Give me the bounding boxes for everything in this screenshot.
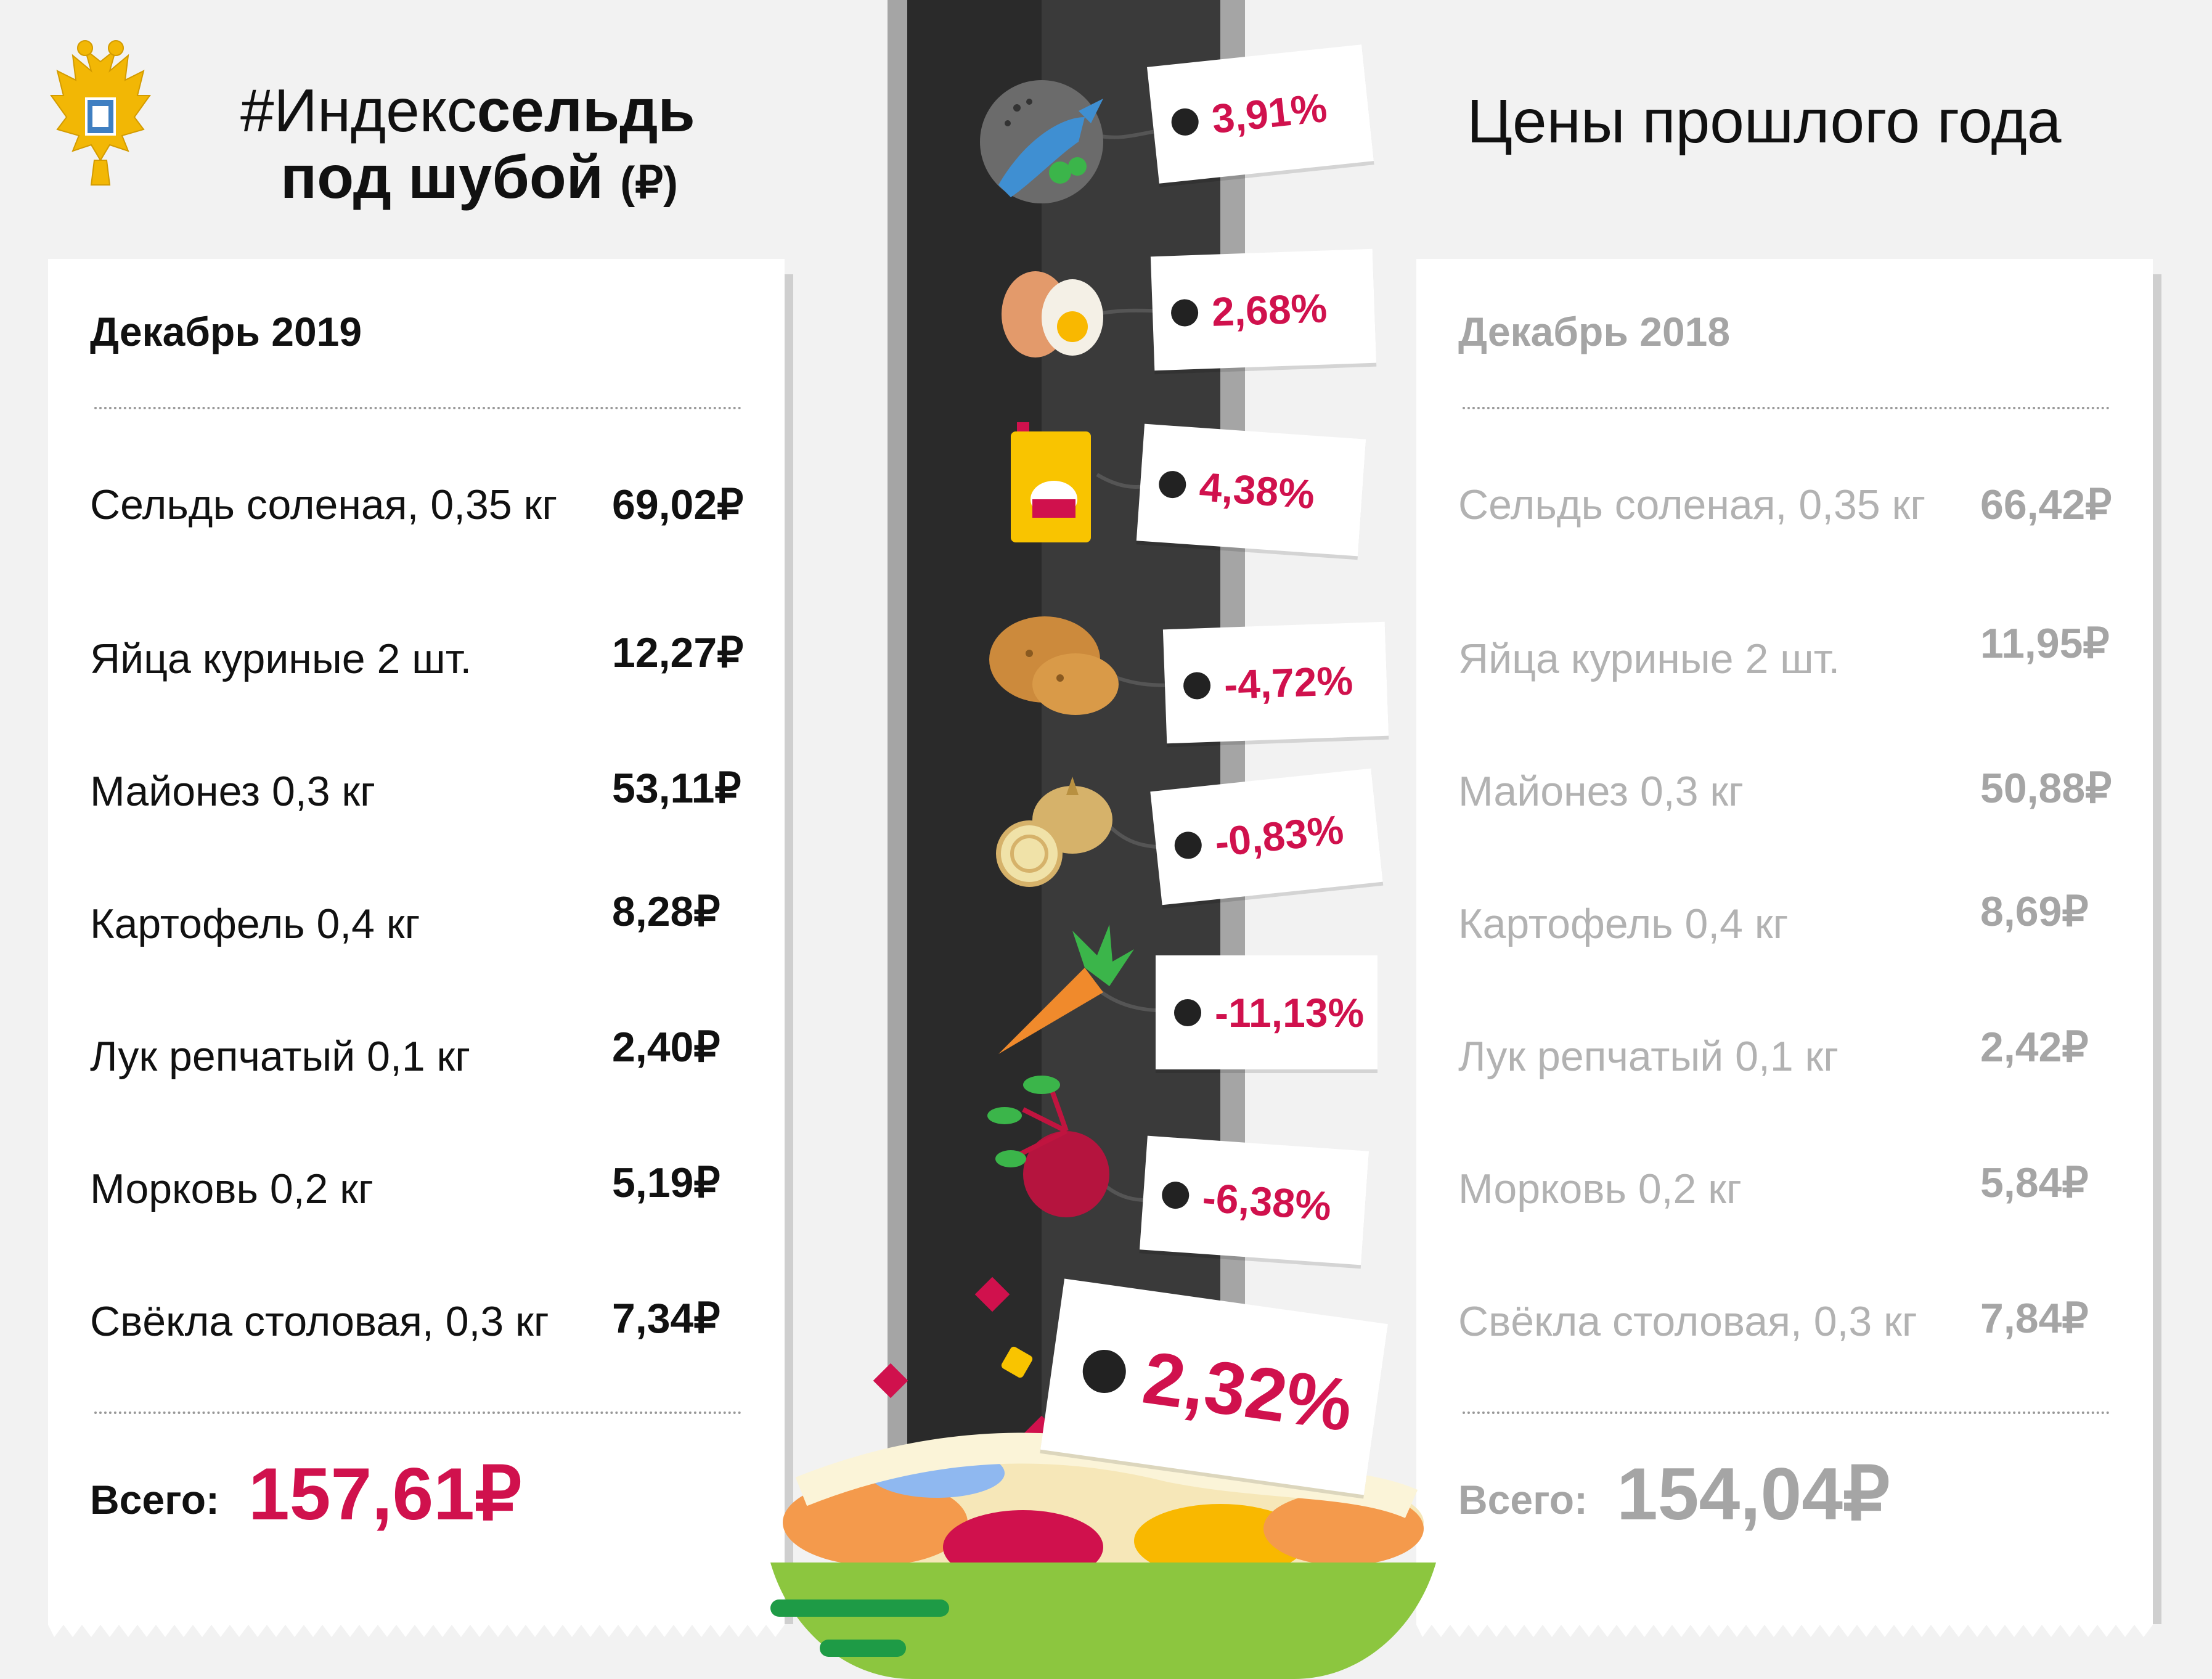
receipt-current: Декабрь 2019 Сельдь соленая, 0,35 кг 69,…: [48, 259, 785, 1637]
list-item: Картофель 0,4 кг: [1458, 901, 1789, 947]
tag-hole: [1174, 999, 1201, 1026]
change-value: 4,38%: [1198, 464, 1316, 518]
change-value: -6,38%: [1201, 1174, 1333, 1229]
mayonnaise-icon: [1011, 422, 1091, 542]
total-value: 154,04₽: [1617, 1453, 1890, 1535]
item-price: 7,84₽: [1980, 1295, 2089, 1342]
item-price: 7,34₽: [612, 1295, 720, 1342]
list-item: Картофель 0,4 кг: [90, 901, 420, 947]
receipt-shadow: [2153, 274, 2161, 1624]
total-change-value: 2,32%: [1138, 1336, 1358, 1447]
title-bold: сельдь: [476, 76, 695, 144]
tag-hole: [1170, 107, 1200, 137]
list-item: Сельдь соленая, 0,35 кг: [90, 481, 558, 528]
change-value: 3,91%: [1209, 84, 1329, 142]
item-price: 5,84₽: [1980, 1159, 2089, 1206]
receipt-edge: [1416, 1620, 2153, 1637]
item-price: 5,19₽: [612, 1159, 720, 1206]
change-value: -4,72%: [1223, 657, 1354, 708]
total-value: 157,61₽: [248, 1453, 522, 1535]
tag-hole: [1173, 830, 1203, 860]
list-item: Лук репчатый 0,1 кг: [90, 1033, 471, 1080]
item-price: 2,42₽: [1980, 1024, 2089, 1071]
change-tag-carrot: -11,13%: [1156, 955, 1377, 1069]
list-item: Свёкла столовая, 0,3 кг: [1458, 1298, 1917, 1345]
eggs-icon: [1002, 271, 1103, 357]
receipt-shadow: [785, 274, 793, 1624]
change-tag-potato: -4,72%: [1162, 621, 1389, 744]
item-price: 12,27₽: [612, 629, 744, 676]
divider: [1463, 1411, 2110, 1414]
title-line2: под шубой: [280, 143, 604, 211]
list-item: Морковь 0,2 кг: [1458, 1166, 1742, 1212]
page-title: #Индекссельдь под шубой (₽): [240, 77, 695, 216]
item-price: 11,95₽: [1980, 620, 2110, 667]
previous-year-title: Цены прошлого года: [1467, 87, 2062, 156]
item-price: 8,69₽: [1980, 888, 2089, 935]
emblem-icon: [50, 40, 151, 186]
tag-hole: [1157, 470, 1187, 499]
potato-icon: [989, 616, 1119, 715]
receipt-previous: Декабрь 2018 Сельдь соленая, 0,35 кг 66,…: [1416, 259, 2153, 1637]
divider: [1463, 407, 2110, 409]
change-tag-herring: 3,91%: [1147, 44, 1374, 184]
change-value: -0,83%: [1212, 806, 1346, 865]
onion-icon: [996, 777, 1112, 887]
change-value: 2,68%: [1210, 284, 1328, 335]
salad-bowl-icon: [770, 1432, 1436, 1679]
item-price: 2,40₽: [612, 1024, 720, 1071]
list-item: Морковь 0,2 кг: [90, 1166, 373, 1212]
change-tag-beet: -6,38%: [1139, 1135, 1369, 1265]
item-price: 50,88₽: [1980, 765, 2112, 812]
change-value: -11,13%: [1215, 989, 1365, 1036]
list-item: Лук репчатый 0,1 кг: [1458, 1033, 1839, 1080]
item-price: 53,11₽: [612, 765, 741, 812]
title-prefix: #Индекс: [240, 76, 477, 144]
beet-icon: [987, 1076, 1109, 1217]
change-tag-mayonnaise: 4,38%: [1136, 423, 1366, 557]
title-currency: (₽): [620, 158, 679, 208]
item-price: 69,02₽: [612, 481, 744, 528]
tag-hole: [1161, 1180, 1190, 1210]
total-label: Всего:: [1458, 1477, 1588, 1522]
receipt-month: Декабрь 2018: [1458, 309, 1731, 354]
list-item: Сельдь соленая, 0,35 кг: [1458, 481, 1926, 528]
tag-hole: [1170, 298, 1199, 327]
tag-hole: [1183, 671, 1211, 700]
list-item: Яйца куриные 2 шт.: [90, 635, 472, 682]
item-price: 66,42₽: [1980, 481, 2112, 528]
change-tag-eggs: 2,68%: [1150, 248, 1377, 371]
change-tag-onion: -0,83%: [1150, 768, 1383, 905]
tag-hole: [1080, 1347, 1129, 1396]
carrot-icon: [998, 925, 1134, 1054]
list-item: Майонез 0,3 кг: [1458, 768, 1744, 815]
herring-plate-icon: [980, 80, 1103, 203]
list-item: Майонез 0,3 кг: [90, 768, 375, 815]
total-label: Всего:: [90, 1477, 219, 1522]
divider: [94, 1411, 741, 1414]
list-item: Свёкла столовая, 0,3 кг: [90, 1298, 549, 1345]
list-item: Яйца куриные 2 шт.: [1458, 635, 1840, 682]
item-price: 8,28₽: [612, 888, 720, 935]
receipt-edge: [48, 1620, 785, 1637]
divider: [94, 407, 741, 409]
receipt-month: Декабрь 2019: [90, 309, 362, 354]
